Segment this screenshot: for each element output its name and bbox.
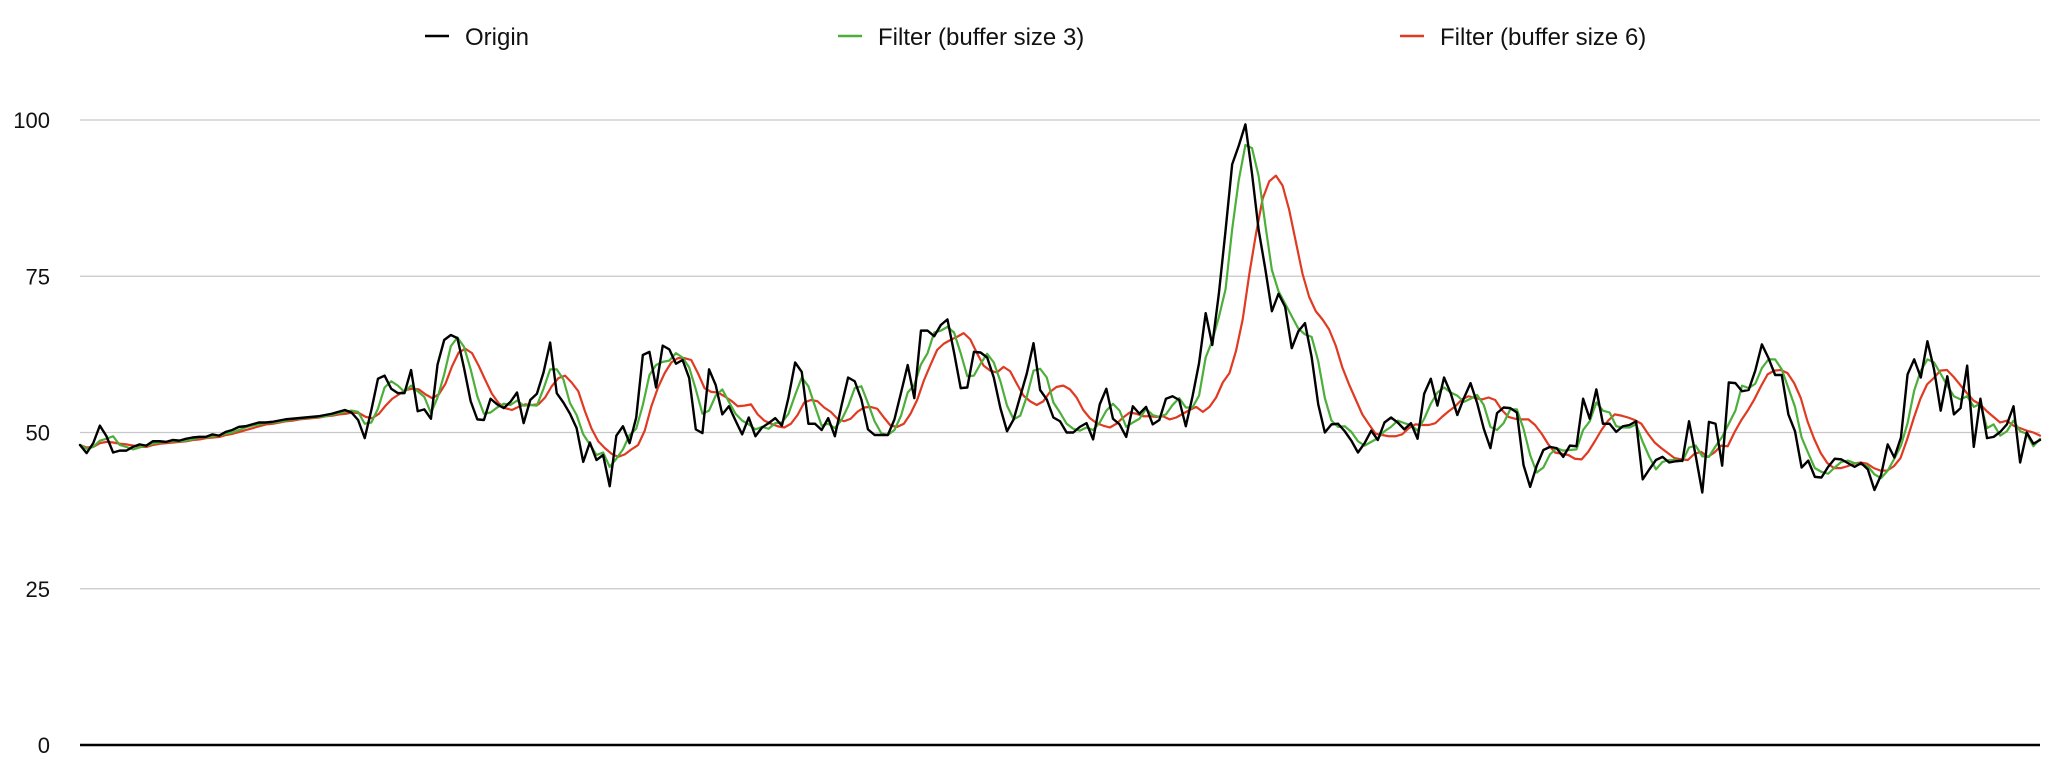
legend-label-1: Filter (buffer size 3) [878, 24, 1084, 51]
y-tick-label: 100 [13, 108, 50, 133]
y-axis-ticks: 0 25 50 75 100 [13, 108, 50, 758]
grid-lines [80, 119, 2040, 747]
series-line-1 [78, 143, 2042, 480]
series-line-0 [78, 123, 2042, 494]
legend: Origin Filter (buffer size 3) Filter (buff… [425, 24, 1646, 51]
y-tick-label: 25 [26, 577, 50, 602]
legend-label-0: Origin [465, 24, 529, 51]
series-line-2 [78, 174, 2042, 472]
y-tick-label: 75 [26, 264, 50, 289]
y-tick-label: 50 [26, 421, 50, 446]
legend-label-2: Filter (buffer size 6) [1440, 24, 1646, 51]
series-lines [78, 123, 2042, 494]
y-tick-label: 0 [38, 733, 50, 758]
